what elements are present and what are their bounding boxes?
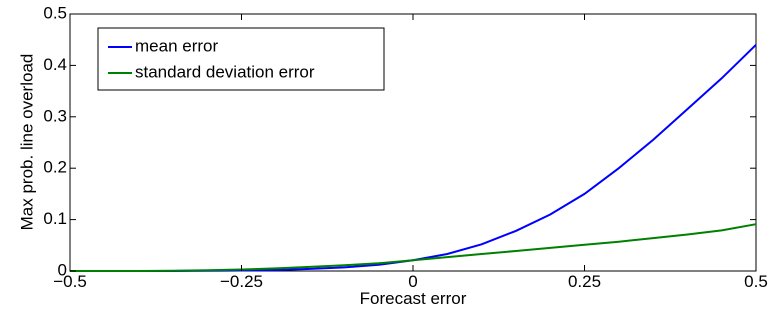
x-tick-label: 0 (408, 272, 417, 291)
x-tick-label: −0.25 (220, 272, 263, 291)
series-line-1 (70, 223, 757, 272)
y-tick-label: 0.4 (43, 55, 67, 74)
x-tick-label: 0.25 (568, 272, 601, 291)
legend-box (97, 27, 385, 91)
y-axis: 0 0.1 0.2 0.3 0.4 0.5 (43, 3, 756, 279)
y-tick-label: 0.2 (43, 158, 67, 177)
legend-label-std-error: standard deviation error (135, 62, 315, 81)
y-tick-label: 0 (58, 260, 67, 279)
x-axis: −0.5 −0.25 0 0.25 0.5 (53, 14, 768, 291)
y-axis-title: Max prob. line overload (17, 54, 36, 231)
y-tick-label: 0.5 (43, 3, 67, 22)
legend-label-mean-error: mean error (135, 36, 218, 55)
series-group (70, 44, 757, 272)
y-tick-label: 0.1 (43, 209, 67, 228)
legend: mean error standard deviation error (97, 27, 385, 91)
y-tick-label: 0.3 (43, 106, 67, 125)
x-axis-title: Forecast error (360, 289, 467, 308)
x-tick-label: 0.5 (744, 272, 768, 291)
x-tick-label: −0.5 (53, 272, 87, 291)
plot-area: −0.5 −0.25 0 0.25 0.5 0 0.1 0.2 0.3 0.4 0.5 (43, 3, 767, 291)
